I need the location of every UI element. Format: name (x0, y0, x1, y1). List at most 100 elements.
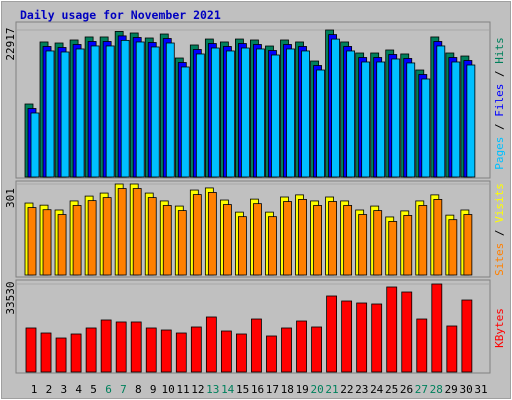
bar (298, 199, 307, 276)
bar (192, 194, 202, 276)
y-tick-label: 22917 (4, 27, 17, 60)
bar (371, 303, 383, 373)
chart-title: Daily usage for November 2021 (20, 8, 221, 22)
bar (160, 329, 172, 373)
legend: Pages / Files / Hits (493, 37, 506, 170)
bar (361, 61, 371, 178)
bar (190, 326, 202, 373)
x-tick-label: 1 (31, 383, 38, 396)
bar (358, 214, 368, 276)
bar (225, 50, 235, 178)
bar (328, 201, 338, 276)
bar (463, 214, 473, 276)
bar (283, 201, 292, 276)
x-tick-label: 11 (176, 383, 189, 396)
bar (70, 333, 82, 373)
bar (313, 205, 322, 276)
x-tick-label: 23 (355, 383, 368, 396)
legend-separator: / (493, 117, 506, 137)
bar (466, 64, 476, 178)
bar (147, 197, 157, 276)
bar (388, 221, 398, 276)
bar (165, 42, 175, 178)
bar (341, 300, 353, 373)
bar (120, 39, 130, 178)
x-tick-label: 31 (474, 383, 487, 396)
bar (222, 204, 232, 276)
bar (266, 335, 277, 373)
x-tick-label: 3 (60, 383, 67, 396)
bar (346, 50, 356, 178)
bar (376, 61, 386, 178)
x-tick-label: 25 (385, 383, 398, 396)
legend-separator: / (493, 64, 506, 84)
bar (451, 61, 461, 178)
legend-entry: Sites (493, 243, 506, 276)
bar (251, 318, 262, 373)
bar (268, 216, 277, 276)
bar (281, 327, 292, 373)
legend: Sites / Visits (493, 183, 506, 276)
bar (207, 192, 217, 276)
bar (418, 205, 428, 276)
x-tick-label: 30 (459, 383, 472, 396)
x-tick-label: 24 (370, 383, 384, 396)
legend-entry: Hits (493, 37, 506, 64)
x-tick-label: 8 (135, 383, 142, 396)
bar (386, 286, 398, 373)
bar (57, 214, 67, 276)
bar (87, 200, 97, 276)
bar (403, 215, 413, 276)
bar (433, 199, 443, 276)
bar (180, 66, 190, 178)
bar (301, 50, 310, 178)
x-tick-label: 20 (310, 383, 323, 396)
bar (311, 326, 322, 373)
bar (27, 207, 37, 276)
bar (356, 302, 368, 373)
x-tick-label: 4 (75, 383, 82, 396)
bar (343, 205, 353, 276)
bar (236, 333, 247, 373)
y-tick-label: 301 (4, 188, 17, 208)
bar (117, 188, 127, 276)
bar (220, 330, 232, 373)
x-tick-label: 14 (221, 383, 235, 396)
x-tick-label: 6 (105, 383, 112, 396)
bar (210, 47, 220, 178)
bar (42, 209, 52, 276)
bar (316, 69, 325, 178)
bar (241, 47, 250, 178)
bar (55, 337, 67, 373)
x-tick-label: 13 (206, 383, 219, 396)
bar (256, 48, 265, 178)
bar (150, 46, 160, 178)
bar (30, 112, 40, 178)
bar (100, 319, 112, 373)
legend-entry: KBytes (493, 308, 506, 348)
x-tick-label: 5 (90, 383, 97, 396)
x-tick-label: 26 (400, 383, 413, 396)
bar (446, 325, 458, 373)
bar (72, 205, 82, 276)
x-tick-label: 10 (161, 383, 174, 396)
x-tick-label: 21 (325, 383, 338, 396)
bar (162, 205, 172, 276)
bar (401, 291, 413, 373)
bar (448, 219, 458, 276)
x-tick-label: 28 (430, 383, 443, 396)
bar (416, 318, 428, 373)
bar (326, 295, 338, 373)
legend: KBytes (493, 308, 506, 348)
legend-separator: / (493, 223, 506, 243)
bar (286, 48, 295, 178)
bar (421, 78, 431, 178)
x-tick-label: 19 (296, 383, 309, 396)
bar (75, 48, 85, 178)
bar (45, 50, 55, 178)
bar (271, 54, 280, 178)
bar (205, 316, 217, 373)
bar (195, 53, 205, 178)
